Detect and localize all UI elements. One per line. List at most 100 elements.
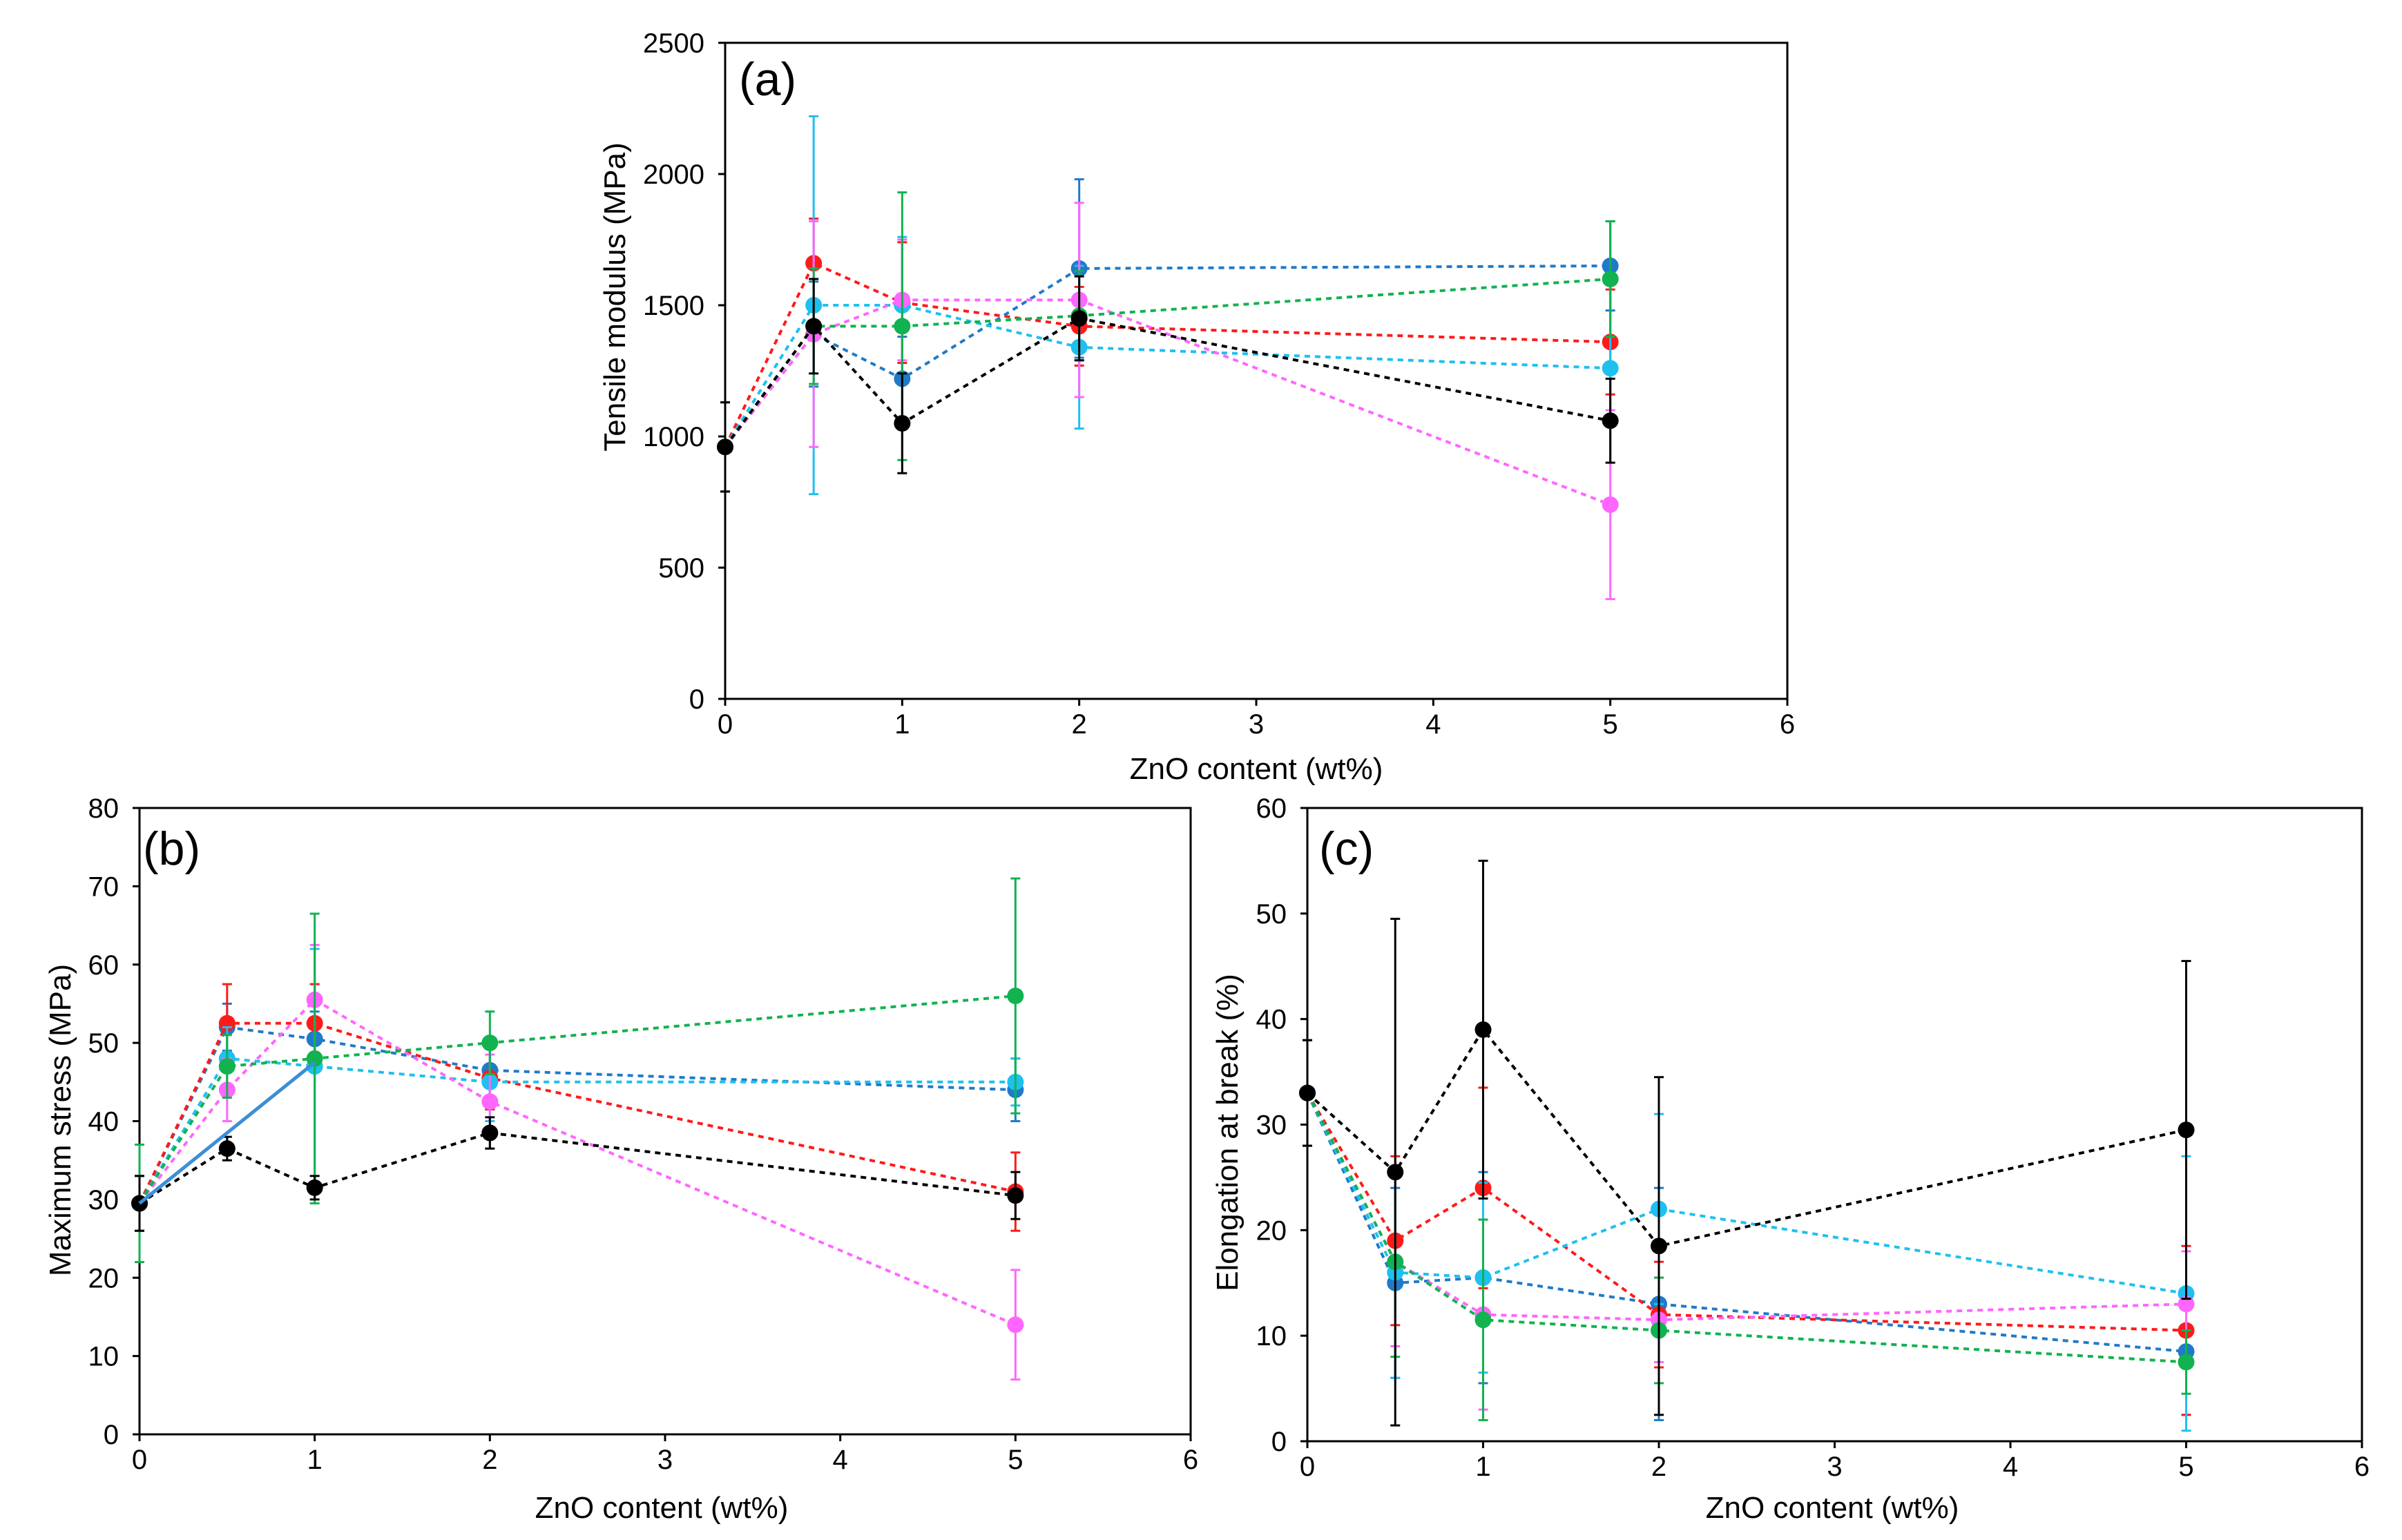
panel-a-x-tick-label: 0 [718, 709, 733, 740]
panel-c-x-tick-label: 5 [2178, 1452, 2193, 1482]
panel-a-series [717, 275, 1619, 493]
series-line [1306, 1092, 2187, 1295]
data-point [1387, 1164, 1404, 1181]
data-point [1602, 496, 1619, 513]
panel-a-y-tick-label: 500 [658, 553, 704, 584]
panel-b-y-axis-label: Maximum stress (MPa) [44, 964, 77, 1276]
panel-a-y-tick-label: 0 [689, 684, 704, 715]
data-point [218, 1058, 236, 1075]
series-line [724, 304, 1611, 448]
panel-c-series [1299, 1039, 2195, 1432]
panel-b-x-tick-label: 5 [1008, 1445, 1023, 1475]
panel-c-x-tick-label: 6 [2354, 1452, 2370, 1482]
panel-b-x-tick-label: 0 [132, 1445, 147, 1475]
panel-b-label: (b) [143, 822, 200, 875]
data-point [1474, 1021, 1492, 1038]
panel-a-label: (a) [739, 53, 796, 106]
panel-c-y-tick-label: 20 [1256, 1215, 1287, 1246]
panel-a: (a) ZnO content (wt%) Tensile modulus (M… [598, 28, 1795, 786]
panel-a-x-tick-label: 1 [894, 709, 910, 740]
panel-a-y-tick-label: 2000 [643, 160, 704, 190]
panel-c-y-tick-label: 30 [1256, 1110, 1287, 1141]
panel-b-x-tick-label: 2 [482, 1445, 497, 1475]
panel-b-x-tick-label: 3 [657, 1445, 673, 1475]
data-point [2178, 1122, 2195, 1139]
panel-b-plot-frame [138, 807, 1192, 1436]
panel-c-label: (c) [1319, 822, 1374, 875]
panel-b-y-tick-label: 80 [88, 793, 119, 824]
panel-c-y-tick-label: 0 [1271, 1427, 1287, 1457]
data-point [1651, 1238, 1667, 1255]
panel-b-y-tick-label: 50 [88, 1028, 119, 1059]
data-point [2178, 1354, 2195, 1371]
panel-b-y-tick-label: 70 [88, 872, 119, 902]
data-point [1299, 1084, 1316, 1101]
series-line [724, 316, 1611, 448]
series-line [138, 1061, 316, 1205]
panel-a-series [717, 115, 1619, 496]
data-point [717, 439, 733, 456]
series-line [1306, 1092, 2187, 1332]
data-point [1007, 988, 1024, 1005]
series-line [724, 264, 1611, 448]
panel-b-series [131, 943, 1024, 1381]
series-line [138, 1021, 1016, 1204]
panel-c-series [1299, 1039, 2195, 1421]
panel-a-x-tick-label: 6 [1780, 709, 1795, 740]
panel-c-series [1299, 1039, 2195, 1421]
panel-b-y-tick-label: 0 [104, 1420, 119, 1450]
panel-c-y-tick-label: 40 [1256, 1005, 1287, 1035]
panel-a-plot-frame [724, 41, 1789, 700]
series-line [1306, 1092, 2187, 1364]
data-point [306, 1179, 323, 1196]
data-point [481, 1034, 499, 1052]
panel-a-x-axis-label: ZnO content (wt%) [1130, 752, 1383, 786]
panel-b-x-axis-label: ZnO content (wt%) [535, 1491, 789, 1525]
panel-c-y-tick-label: 60 [1256, 793, 1287, 824]
data-point [1474, 1311, 1492, 1329]
panel-b-series [131, 983, 1024, 1232]
data-point [306, 1050, 323, 1067]
data-point [1007, 1187, 1024, 1204]
series-line [1306, 1027, 2187, 1248]
data-point [805, 318, 823, 335]
panel-b: (b) ZnO content (wt%) Maximum stress (MP… [44, 793, 1198, 1525]
panel-b-y-tick-label: 10 [88, 1342, 119, 1372]
panel-a-series [717, 218, 1619, 493]
series-line [1306, 1092, 2187, 1354]
data-point [1602, 360, 1619, 377]
panel-a-x-tick-label: 3 [1249, 709, 1264, 740]
panel-c: (c) ZnO content (wt%) Elongation at brea… [1211, 793, 2370, 1525]
series-line [1306, 1092, 2187, 1322]
panel-c-y-tick-label: 50 [1256, 899, 1287, 930]
data-point [1602, 271, 1619, 287]
series-line [138, 1131, 1016, 1205]
data-point [218, 1140, 236, 1157]
panel-a-y-tick-label: 1500 [643, 291, 704, 321]
panel-b-y-tick-label: 20 [88, 1263, 119, 1293]
panel-b-x-tick-label: 6 [1183, 1445, 1198, 1475]
panel-b-y-tick-label: 60 [88, 950, 119, 981]
panel-c-x-tick-label: 1 [1475, 1452, 1490, 1482]
panel-b-series [131, 947, 1024, 1232]
panel-c-x-tick-label: 3 [1827, 1452, 1842, 1482]
panel-c-plot-frame [1306, 807, 2363, 1443]
series-line [138, 1026, 1016, 1204]
series-line [724, 298, 1611, 506]
data-point [894, 318, 911, 335]
panel-c-series [1299, 859, 2195, 1427]
data-point [481, 1093, 499, 1110]
panel-a-x-tick-label: 2 [1072, 709, 1087, 740]
panel-b-x-tick-label: 1 [307, 1445, 323, 1475]
panel-b-series [131, 1002, 1024, 1232]
panel-c-x-tick-label: 0 [1300, 1452, 1315, 1482]
panel-a-x-tick-label: 4 [1425, 709, 1441, 740]
panel-b-series [138, 1061, 316, 1205]
panel-a-series [717, 191, 1619, 493]
panel-a-y-tick-label: 2500 [643, 28, 704, 59]
data-point [894, 415, 911, 432]
panel-b-y-tick-label: 30 [88, 1185, 119, 1215]
panel-c-y-tick-label: 10 [1256, 1321, 1287, 1351]
data-point [1602, 412, 1619, 430]
